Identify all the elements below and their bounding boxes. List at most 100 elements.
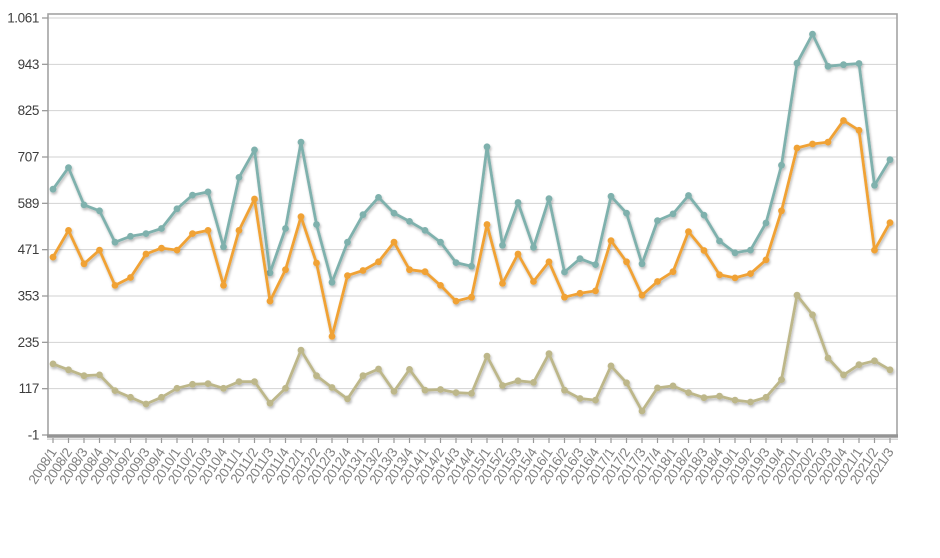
data-point-marker	[204, 380, 212, 387]
data-point-marker	[282, 225, 289, 232]
series-teal-line	[51, 32, 892, 284]
data-point-marker	[499, 280, 506, 287]
data-point-marker	[204, 227, 212, 234]
data-point-marker	[421, 227, 429, 234]
data-point-marker	[142, 400, 150, 408]
data-point-marker	[700, 394, 708, 402]
data-point-marker	[840, 371, 847, 379]
data-point-marker	[514, 199, 522, 206]
data-point-marker	[96, 207, 103, 215]
data-point-marker	[638, 407, 646, 415]
data-point-marker	[220, 243, 227, 251]
data-point-marker	[561, 293, 568, 301]
data-point-marker	[251, 378, 258, 385]
data-point-marker	[65, 227, 72, 234]
data-point-marker	[344, 238, 351, 246]
data-point-marker	[437, 238, 444, 246]
data-point-marker	[173, 246, 181, 254]
data-point-marker	[809, 311, 816, 319]
data-point-marker	[406, 366, 413, 373]
data-point-marker	[731, 396, 739, 404]
data-point-marker	[638, 291, 646, 299]
data-point-marker	[716, 237, 723, 245]
y-tick-label: -1	[28, 428, 39, 443]
data-point-marker	[437, 386, 444, 393]
data-point-marker	[49, 360, 57, 368]
data-point-marker	[235, 174, 243, 181]
data-point-marker	[142, 230, 150, 238]
data-point-marker	[313, 221, 320, 228]
data-point-marker	[282, 384, 289, 392]
data-point-marker	[824, 138, 832, 146]
data-point-marker	[111, 387, 119, 394]
data-point-marker	[669, 382, 677, 390]
data-point-marker	[468, 262, 475, 270]
data-point-marker	[576, 255, 584, 263]
data-point-marker	[685, 192, 692, 199]
data-point-marker	[700, 247, 708, 254]
data-point-marker	[235, 378, 243, 385]
data-point-marker	[886, 366, 894, 374]
data-point-marker	[824, 62, 832, 70]
data-point-marker	[778, 161, 785, 169]
data-point-marker	[328, 384, 336, 391]
data-point-marker	[65, 164, 72, 172]
data-point-marker	[747, 398, 754, 406]
data-point-marker	[173, 205, 181, 213]
gridlines	[48, 17, 897, 390]
data-point-marker	[111, 282, 119, 289]
data-point-marker	[220, 384, 227, 392]
data-point-marker	[669, 210, 677, 218]
y-axis-tick-labels: 1.061 943 825 707 589 471 353 235 117 -1	[7, 11, 48, 443]
data-point-marker	[80, 260, 88, 268]
data-point-marker	[344, 395, 351, 403]
data-point-marker	[685, 228, 692, 236]
data-point-marker	[235, 227, 243, 234]
data-point-marker	[468, 390, 475, 397]
data-point-marker	[483, 221, 491, 228]
data-point-marker	[824, 354, 832, 362]
data-point-marker	[266, 399, 274, 407]
data-point-marker	[654, 278, 661, 285]
data-point-marker	[375, 194, 382, 201]
data-point-marker	[855, 361, 863, 369]
data-point-marker	[561, 268, 568, 276]
data-point-marker	[623, 209, 630, 217]
data-point-marker	[251, 195, 258, 203]
data-point-marker	[840, 61, 847, 69]
data-point-marker	[886, 219, 894, 227]
data-point-marker	[282, 266, 289, 274]
data-point-marker	[747, 270, 754, 277]
y-tick-label: 707	[18, 150, 39, 165]
series-olive	[49, 291, 894, 415]
data-point-marker	[251, 146, 258, 154]
data-point-marker	[266, 297, 274, 305]
y-tick-label: 943	[18, 57, 39, 72]
data-point-marker	[313, 372, 320, 380]
data-point-marker	[483, 143, 491, 151]
series-teal	[49, 30, 894, 286]
data-point-marker	[871, 246, 878, 254]
data-point-marker	[96, 371, 103, 379]
data-point-marker	[297, 213, 305, 221]
data-point-marker	[359, 211, 367, 219]
data-point-marker	[468, 293, 475, 301]
data-point-marker	[607, 362, 615, 370]
data-point-marker	[313, 259, 320, 267]
data-point-marker	[80, 201, 88, 209]
data-point-marker	[576, 289, 584, 297]
data-point-marker	[793, 59, 801, 67]
data-point-marker	[731, 249, 739, 257]
data-point-marker	[375, 258, 382, 266]
data-point-marker	[793, 144, 801, 152]
data-point-marker	[700, 211, 708, 219]
y-tick-label: 353	[18, 289, 39, 304]
data-point-marker	[685, 389, 692, 396]
data-point-marker	[607, 192, 615, 200]
data-point-marker	[127, 393, 134, 401]
data-point-marker	[669, 268, 677, 276]
data-point-marker	[623, 379, 630, 387]
data-point-marker	[421, 268, 429, 276]
data-point-marker	[778, 207, 785, 215]
plot-border	[47, 13, 898, 437]
